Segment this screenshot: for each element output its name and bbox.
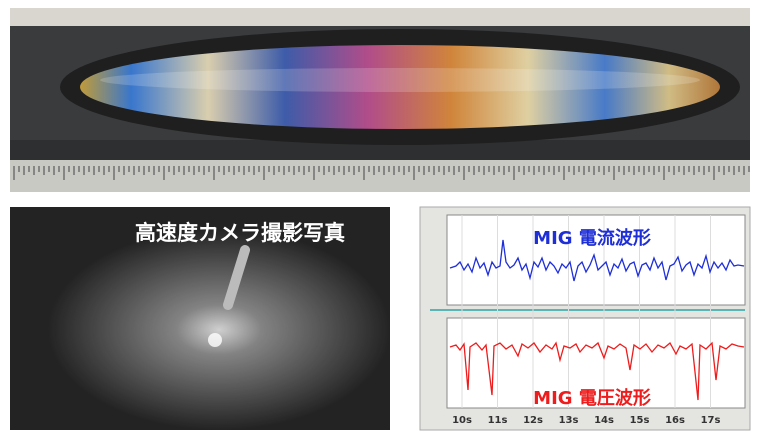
current-label: MIG 電流波形 bbox=[533, 227, 651, 249]
voltage-label: MIG 電圧波形 bbox=[533, 387, 651, 409]
waveform-panel: MIG 電流波形 MIG 電圧波形 10s 11s 12s 13s 14s 15s 16s 1… bbox=[420, 207, 750, 430]
x-tick-label: 10s bbox=[452, 415, 472, 426]
x-tick-label: 11s bbox=[488, 415, 508, 426]
page: 高速度カメラ撮影写真 MIG 電流波形 MIG 電圧波形 10s 11s 12s 13… bbox=[0, 0, 759, 432]
photo-caption: 高速度カメラ撮影写真 bbox=[135, 221, 345, 245]
x-tick-label: 17s bbox=[701, 415, 721, 426]
x-tick-label: 12s bbox=[523, 415, 543, 426]
x-tick-label: 14s bbox=[594, 415, 614, 426]
x-tick-label: 13s bbox=[559, 415, 579, 426]
weld-photo bbox=[10, 8, 750, 192]
x-tick-label: 15s bbox=[630, 415, 650, 426]
x-tick-label: 16s bbox=[665, 415, 685, 426]
camera-photo: 高速度カメラ撮影写真 bbox=[10, 207, 390, 430]
